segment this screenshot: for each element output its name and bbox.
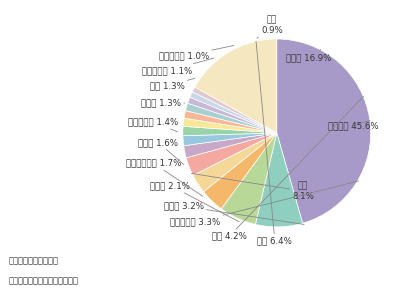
Text: 韓国
0.9%: 韓国 0.9% — [257, 15, 283, 38]
Wedge shape — [188, 97, 277, 133]
Text: チェコ 2.1%: チェコ 2.1% — [150, 181, 239, 222]
Wedge shape — [183, 118, 277, 133]
Text: ロシア 1.6%: ロシア 1.6% — [138, 138, 184, 165]
Text: ユーロ圏 45.6%: ユーロ圏 45.6% — [328, 121, 379, 130]
Wedge shape — [183, 133, 277, 146]
Text: ハンガリー 1.4%: ハンガリー 1.4% — [128, 117, 178, 132]
Text: 米国
8.1%: 米国 8.1% — [191, 173, 314, 201]
Text: 資料：ユーロスタットから作成: 資料：ユーロスタットから作成 — [8, 276, 78, 285]
Text: 参考：輸出額シェア。: 参考：輸出額シェア。 — [8, 256, 58, 265]
Wedge shape — [277, 39, 371, 223]
Text: トルコ 1.3%: トルコ 1.3% — [141, 98, 185, 108]
Wedge shape — [195, 39, 277, 133]
Wedge shape — [193, 87, 277, 133]
Wedge shape — [183, 126, 277, 136]
Wedge shape — [186, 103, 277, 133]
Wedge shape — [186, 133, 277, 175]
Text: スウェーデン 1.7%: スウェーデン 1.7% — [126, 158, 203, 196]
Wedge shape — [190, 92, 277, 133]
Wedge shape — [221, 133, 277, 225]
Text: スイス 3.2%: スイス 3.2% — [164, 202, 304, 225]
Wedge shape — [256, 133, 303, 227]
Text: デンマーク 1.0%: デンマーク 1.0% — [159, 45, 234, 60]
Text: その他 16.9%: その他 16.9% — [286, 50, 332, 62]
Wedge shape — [204, 133, 277, 209]
Text: ルーマニア 1.1%: ルーマニア 1.1% — [142, 58, 214, 75]
Text: 中国 4.2%: 中国 4.2% — [212, 96, 363, 241]
Text: ポーランド 3.3%: ポーランド 3.3% — [170, 181, 359, 227]
Text: 日本 1.3%: 日本 1.3% — [150, 78, 195, 90]
Wedge shape — [184, 133, 277, 158]
Text: 英国 6.4%: 英国 6.4% — [256, 41, 292, 245]
Wedge shape — [193, 133, 277, 192]
Wedge shape — [184, 111, 277, 133]
